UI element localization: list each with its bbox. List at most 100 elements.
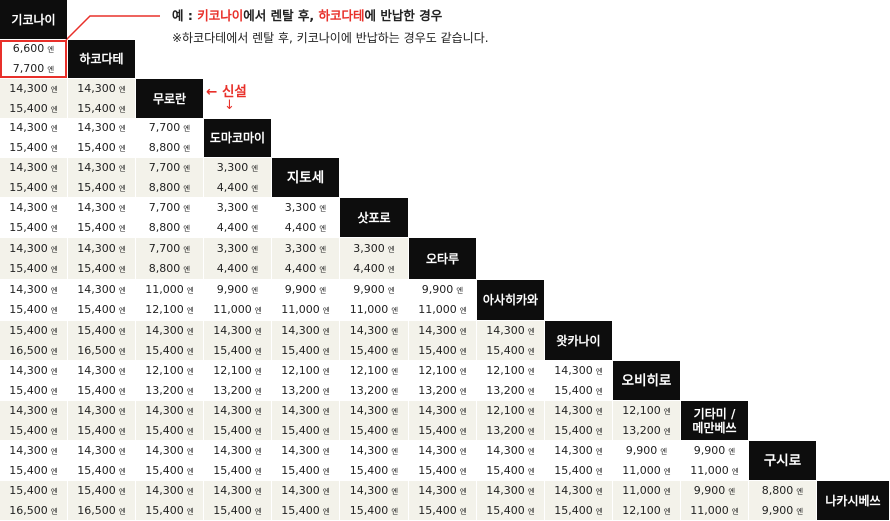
fare-value: 15,400 엔 [554,423,603,437]
fare-cell: 14,300 엔 15,400 엔 [0,441,67,480]
fare-cell: 14,300 엔 15,400 엔 [0,361,67,400]
fare-value: 15,400 엔 [418,423,467,437]
fare-value: 15,400 엔 [486,463,535,477]
fare-value: 3,300 엔 [216,241,259,255]
fare-value: 15,400 엔 [213,503,262,517]
fare-value: 15,400 엔 [9,261,58,275]
fare-value: 14,300 엔 [418,483,467,497]
fare-value: 14,300 엔 [145,323,194,337]
fare-value: 13,200 엔 [281,383,330,397]
fare-cell: 14,300 엔 15,400 엔 [272,441,339,480]
fare-cell: 14,300 엔 15,400 엔 [340,481,408,520]
example-to: 하코다테 [318,8,365,23]
fare-value: 15,400 엔 [486,503,535,517]
fare-value: 11,000 엔 [690,463,739,477]
fare-value: 9,900 엔 [353,283,395,296]
fare-value: 7,700 엔 [12,62,55,75]
fare-value: 13,200 엔 [349,383,399,397]
fare-cell: 14,300 엔 15,400 엔 [0,401,67,440]
station-header-1: 하코다테 [68,40,135,78]
fare-value: 11,000 엔 [622,463,671,477]
fare-value: 11,000 엔 [145,283,194,296]
station-header-6: 오타루 [409,238,476,279]
fare-value: 14,300 엔 [77,283,126,296]
new-route-label: ← 신설 [206,84,247,100]
fare-cell: 11,000 엔 12,100 엔 [136,280,203,320]
example-prefix: 예 : [172,8,198,23]
fare-cell: 14,300 엔 15,400 엔 [340,321,408,360]
fare-value: 14,300 엔 [554,483,603,497]
fare-cell: 15,400 엔 16,500 엔 [68,481,135,520]
fare-value: 12,100 엔 [486,363,535,377]
fare-value: 15,400 엔 [349,503,399,517]
fare-value: 15,400 엔 [281,463,330,477]
fare-value: 14,300 엔 [77,363,126,377]
fare-cell: 14,300 엔 15,400 엔 [136,401,203,440]
fare-cell: 14,300 엔 15,400 엔 [477,481,544,520]
fare-value: 4,400 엔 [216,180,259,194]
fare-value: 14,300 엔 [9,241,58,255]
fare-cell: 8,800 엔 9,900 엔 [749,481,816,520]
fare-value: 15,400 엔 [281,503,330,517]
fare-value: 15,400 엔 [77,220,126,234]
fare-value: 12,100 엔 [622,403,671,417]
fare-value: 11,000 엔 [418,303,467,316]
fare-value: 15,400 엔 [77,261,126,275]
fare-cell: 14,300 엔 15,400 엔 [545,361,612,400]
fare-cell: 14,300 엔 15,400 엔 [545,401,612,440]
fare-value: 14,300 엔 [486,443,535,457]
fare-value: 15,400 엔 [9,483,58,497]
fare-cell: 14,300 엔 15,400 엔 [68,119,135,157]
example-note: 예 : 키코나이에서 렌탈 후, 하코다테에 반납한 경우 [172,5,442,24]
fare-value: 16,500 엔 [77,503,126,517]
fare-cell: 14,300 엔 15,400 엔 [136,441,203,480]
fare-value: 15,400 엔 [145,503,194,517]
fare-cell: 14,300 엔 15,400 엔 [340,441,408,480]
fare-value: 15,400 엔 [213,343,262,357]
fare-value: 13,200 엔 [486,423,535,437]
fare-value: 14,300 엔 [77,443,126,457]
fare-value: 15,400 엔 [77,180,126,194]
fare-value: 14,300 엔 [349,443,399,457]
fare-value: 7,700 엔 [148,241,191,255]
fare-value: 12,100 엔 [622,503,671,517]
fare-value: 15,400 엔 [77,141,126,154]
fare-value: 14,300 엔 [9,200,58,214]
fare-cell: 14,300 엔 15,400 엔 [204,441,271,480]
example-from: 키코나이 [197,8,244,23]
fare-value: 15,400 엔 [77,323,126,337]
fare-value: 15,400 엔 [145,343,194,357]
fare-cell: 14,300 엔 15,400 엔 [340,401,408,440]
fare-value: 4,400 엔 [216,261,259,275]
fare-value: 12,100 엔 [281,363,330,377]
fare-value: 14,300 엔 [9,403,58,417]
fare-value: 11,000 엔 [213,303,262,316]
fare-cell: 15,400 엔 16,500 엔 [0,481,67,520]
fare-value: 15,400 엔 [213,463,262,477]
fare-value: 15,400 엔 [9,383,58,397]
fare-value: 14,300 엔 [77,403,126,417]
fare-value: 14,300 엔 [418,403,467,417]
station-header-0: 기코나이 [0,0,67,39]
station-header-9: 오비히로 [613,361,680,400]
fare-value: 14,300 엔 [281,323,330,337]
fare-value: 14,300 엔 [9,363,58,377]
fare-value: 15,400 엔 [77,463,126,477]
fare-value: 12,100 엔 [486,403,535,417]
station-header-5: 삿포로 [340,198,408,237]
fare-value: 15,400 엔 [9,141,58,154]
fare-cell: 12,100 엔 13,200 엔 [613,401,680,440]
fare-cell: 14,300 엔 15,400 엔 [0,238,67,279]
fare-value: 12,100 엔 [145,303,194,316]
fare-cell: 12,100 엔 13,200 엔 [136,361,203,400]
fare-cell: 6,600 엔 7,700 엔 [0,40,67,78]
fare-value: 16,500 엔 [9,343,58,357]
fare-value: 9,900 엔 [625,443,668,457]
station-header-7: 아사히카와 [477,280,544,320]
fare-value: 14,300 엔 [213,403,262,417]
fare-value: 15,400 엔 [554,503,603,517]
fare-value: 9,900 엔 [693,483,736,497]
station-header-2: 무로란 [136,79,203,118]
fare-cell: 14,300 엔 15,400 엔 [68,401,135,440]
